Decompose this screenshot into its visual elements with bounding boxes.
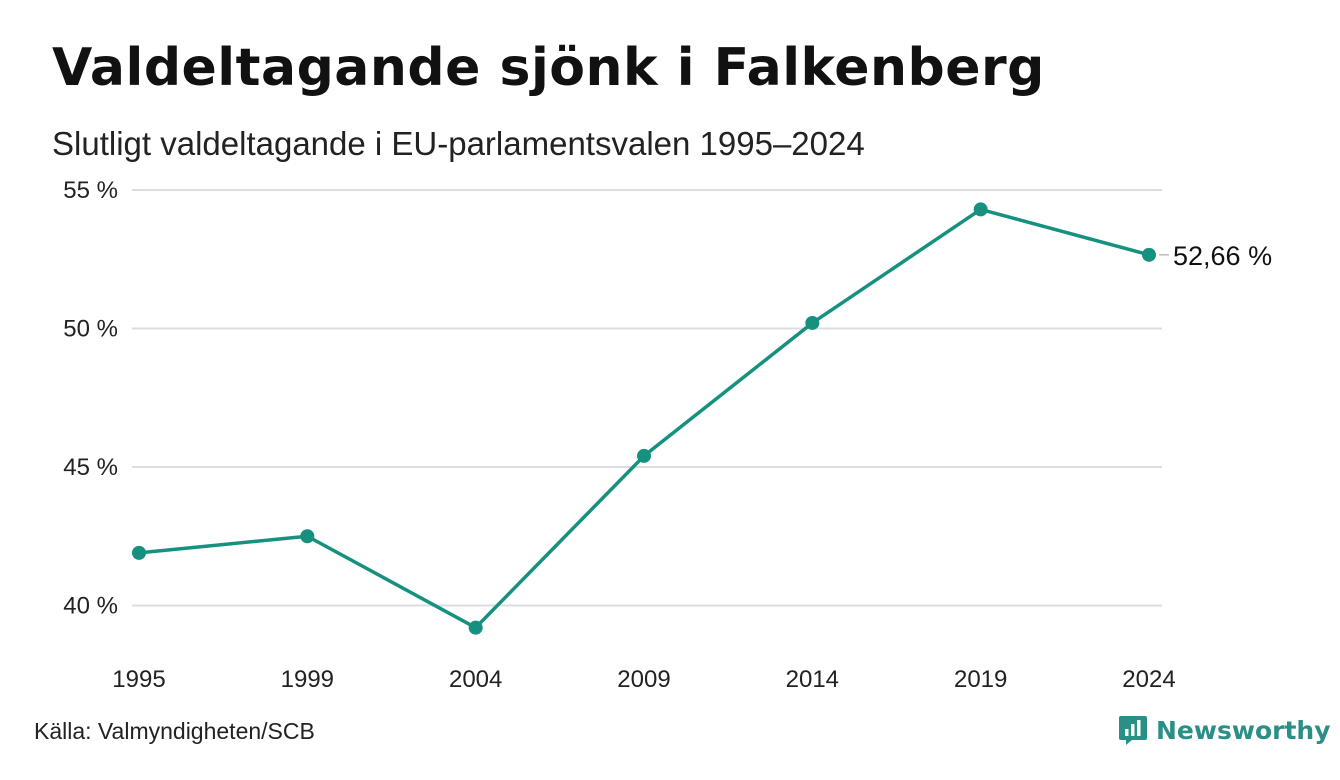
data-point xyxy=(1142,247,1156,262)
source-note: Källa: Valmyndigheten/SCB xyxy=(34,718,315,744)
series-line xyxy=(138,207,1150,630)
x-tick-label: 2004 xyxy=(449,666,502,693)
x-tick-label: 2024 xyxy=(1122,666,1175,693)
chart-subtitle: Slutligt valdeltagande i EU-parlamentsva… xyxy=(52,125,865,162)
end-value-label: 52,66 % xyxy=(1173,241,1272,271)
x-tick-label: 1999 xyxy=(281,666,334,693)
data-point xyxy=(132,545,146,560)
newsworthy-logo-icon xyxy=(1119,716,1147,745)
y-tick-label: 50 % xyxy=(63,316,118,343)
y-tick-label: 55 % xyxy=(63,177,118,204)
chart-title: Valdeltagande sjönk i Falkenberg xyxy=(52,38,1045,98)
x-tick-label: 2019 xyxy=(954,666,1007,693)
x-tick-label: 1995 xyxy=(112,666,165,693)
line-chart: 40 % 45 % 50 % 55 % 1995 1999 2004 2009 2014 2019… xyxy=(63,177,1272,693)
x-tick-label: 2009 xyxy=(617,666,670,693)
data-point xyxy=(805,315,820,330)
data-point xyxy=(973,202,988,217)
x-tick-label: 2014 xyxy=(786,666,839,693)
data-point xyxy=(468,620,483,635)
y-tick-label: 40 % xyxy=(63,593,118,620)
brand-logo: Newsworthy xyxy=(1118,714,1331,746)
brand-name: Newsworthy xyxy=(1156,715,1331,745)
data-point xyxy=(300,529,315,544)
data-point xyxy=(637,448,651,463)
y-tick-label: 45 % xyxy=(63,454,118,481)
